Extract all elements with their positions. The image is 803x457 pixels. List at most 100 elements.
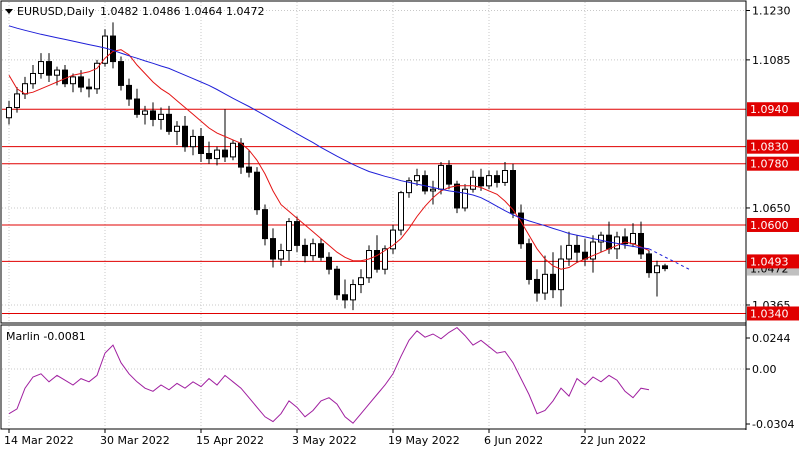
- candle-body: [334, 268, 340, 296]
- candle-body: [318, 243, 324, 258]
- candle: [294, 216, 300, 253]
- candle: [414, 168, 420, 186]
- candle-body: [150, 110, 156, 120]
- candle-body: [446, 164, 452, 185]
- horizontal-levels[interactable]: [2, 108, 746, 314]
- candle-body: [646, 253, 652, 274]
- candle: [566, 231, 572, 266]
- candle: [246, 150, 252, 178]
- candle-body: [70, 76, 76, 85]
- candle-body: [486, 175, 492, 187]
- candle-body: [654, 265, 660, 274]
- candle-body: [14, 93, 20, 109]
- candle: [462, 184, 468, 212]
- level-label: 1.0780: [750, 158, 789, 171]
- candle-body: [462, 188, 468, 209]
- candle-body: [470, 176, 476, 190]
- candle: [230, 139, 236, 161]
- candle-body: [622, 236, 628, 245]
- candle: [46, 53, 52, 82]
- candle: [598, 231, 604, 253]
- candle-body: [286, 221, 292, 252]
- candle: [534, 269, 540, 302]
- candle-body: [158, 113, 164, 120]
- level-label-bg: [747, 156, 799, 171]
- candle-body: [550, 273, 556, 291]
- indicator-label: Marlin -0.0081: [6, 330, 86, 343]
- candle: [342, 279, 348, 309]
- candle: [126, 78, 132, 106]
- candle-body: [414, 175, 420, 182]
- candle: [326, 252, 332, 275]
- time-tick-label: 6 Jun 2022: [484, 434, 543, 447]
- candle-body: [238, 142, 244, 168]
- candle: [318, 238, 324, 261]
- candle: [14, 87, 20, 113]
- level-label: 1.0940: [750, 103, 789, 116]
- candle-body: [566, 244, 572, 260]
- candle: [470, 170, 476, 193]
- candle: [406, 177, 412, 198]
- candle-body: [518, 212, 524, 245]
- candle: [502, 162, 508, 186]
- candle-body: [62, 69, 68, 85]
- candle-body: [422, 175, 428, 192]
- candle: [350, 279, 356, 311]
- level-label: 1.0830: [750, 141, 789, 154]
- candle: [254, 167, 260, 215]
- candle: [590, 235, 596, 273]
- candle: [654, 260, 660, 297]
- candle: [574, 235, 580, 263]
- time-tick-label: 22 Jun 2022: [580, 434, 646, 447]
- candle-body: [294, 221, 300, 246]
- candle-body: [46, 61, 52, 76]
- candle: [182, 116, 188, 152]
- candle-body: [38, 61, 44, 74]
- candle: [526, 238, 532, 285]
- candle-body: [222, 149, 228, 158]
- candle-body: [478, 176, 484, 187]
- candle-body: [350, 284, 356, 301]
- candle-body: [110, 35, 116, 63]
- level-label: 1.0340: [750, 307, 789, 320]
- candle-body: [246, 166, 252, 173]
- candle: [206, 141, 212, 164]
- candle: [374, 235, 380, 273]
- indicator-axis: 0.0244 0.00 -0.0304: [746, 332, 794, 431]
- menu-triangle-icon[interactable]: [5, 9, 13, 14]
- candle-body: [598, 234, 604, 243]
- candle: [270, 228, 276, 268]
- candle-body: [558, 258, 564, 291]
- candle: [550, 252, 556, 299]
- candle: [366, 245, 372, 283]
- candle-body: [662, 265, 668, 270]
- candle-body: [574, 244, 580, 253]
- candle: [518, 204, 524, 249]
- candle-body: [198, 135, 204, 154]
- time-tick-label: 30 Mar 2022: [100, 434, 170, 447]
- candle-body: [542, 273, 548, 294]
- candle-body: [94, 62, 100, 90]
- candle-body: [206, 152, 212, 160]
- candle-body: [6, 107, 12, 119]
- candle: [334, 265, 340, 300]
- candle: [262, 204, 268, 246]
- candle: [94, 59, 100, 94]
- candle-body: [102, 35, 108, 64]
- candle-body: [174, 125, 180, 132]
- candle-body: [638, 232, 644, 255]
- indicator-tick-label: -0.0304: [752, 418, 794, 431]
- candle: [494, 170, 500, 188]
- candle-body: [54, 69, 60, 76]
- level-label: 1.0493: [750, 255, 789, 268]
- candle-body: [326, 256, 332, 270]
- candle: [86, 78, 92, 98]
- candle-body: [366, 250, 372, 279]
- candle: [166, 105, 172, 135]
- candle-body: [630, 232, 636, 245]
- candle: [150, 102, 156, 127]
- time-tick-label: 3 May 2022: [292, 434, 357, 447]
- time-tick-label: 14 Mar 2022: [4, 434, 74, 447]
